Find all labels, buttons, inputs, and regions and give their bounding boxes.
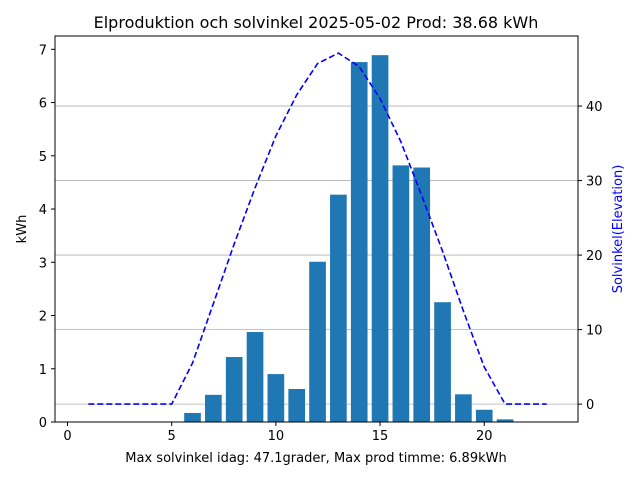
right-y-axis-label: Solvinkel(Elevation) [611, 165, 626, 294]
x-tick-label: 20 [476, 429, 493, 444]
y-tick-label: 7 [39, 43, 47, 58]
bar [288, 388, 306, 422]
elevation-line-series [88, 52, 547, 405]
bar [371, 55, 389, 422]
y2-tick-label: 20 [586, 249, 603, 264]
y-tick-label: 2 [39, 310, 47, 325]
bar [267, 374, 285, 422]
y-tick-label: 6 [39, 97, 47, 112]
y2-tick-label: 40 [586, 100, 603, 115]
bar-series [184, 55, 514, 422]
bar [455, 394, 472, 422]
right-axis-gridlines [55, 105, 578, 405]
y-tick-label: 3 [39, 256, 47, 271]
bar [330, 194, 347, 422]
y2-tick-label: 30 [586, 175, 603, 190]
bar [413, 167, 431, 422]
bar [309, 261, 326, 422]
bar [392, 165, 410, 422]
bar [434, 302, 451, 422]
y2-tick-label: 0 [586, 398, 594, 413]
bar [475, 409, 493, 422]
left-y-axis: 0 1 2 3 4 5 6 7 [39, 43, 55, 431]
y-tick-label: 0 [39, 416, 47, 431]
plot-frame [54, 35, 579, 423]
right-y-axis: 0 10 20 30 40 [578, 100, 603, 413]
y2-tick-label: 10 [586, 324, 603, 339]
y-tick-label: 4 [39, 203, 47, 218]
x-tick-label: 5 [168, 429, 176, 444]
bar [225, 357, 243, 422]
x-tick-label: 0 [63, 429, 71, 444]
x-tick-label: 15 [372, 429, 389, 444]
elevation-line [88, 52, 547, 405]
x-axis-label: Max solvinkel idag: 47.1grader, Max prod… [125, 451, 506, 466]
y-tick-label: 5 [39, 150, 47, 165]
bar [246, 332, 264, 422]
x-axis: 0 5 10 15 20 [63, 422, 493, 444]
chart-title: Elproduktion och solvinkel 2025-05-02 Pr… [94, 13, 539, 32]
bar [350, 62, 368, 422]
bar [184, 412, 201, 422]
y-tick-label: 1 [39, 363, 47, 378]
bar [496, 419, 514, 422]
x-tick-label: 10 [268, 429, 285, 444]
bar [205, 394, 222, 422]
y-axis-label: kWh [15, 215, 30, 244]
